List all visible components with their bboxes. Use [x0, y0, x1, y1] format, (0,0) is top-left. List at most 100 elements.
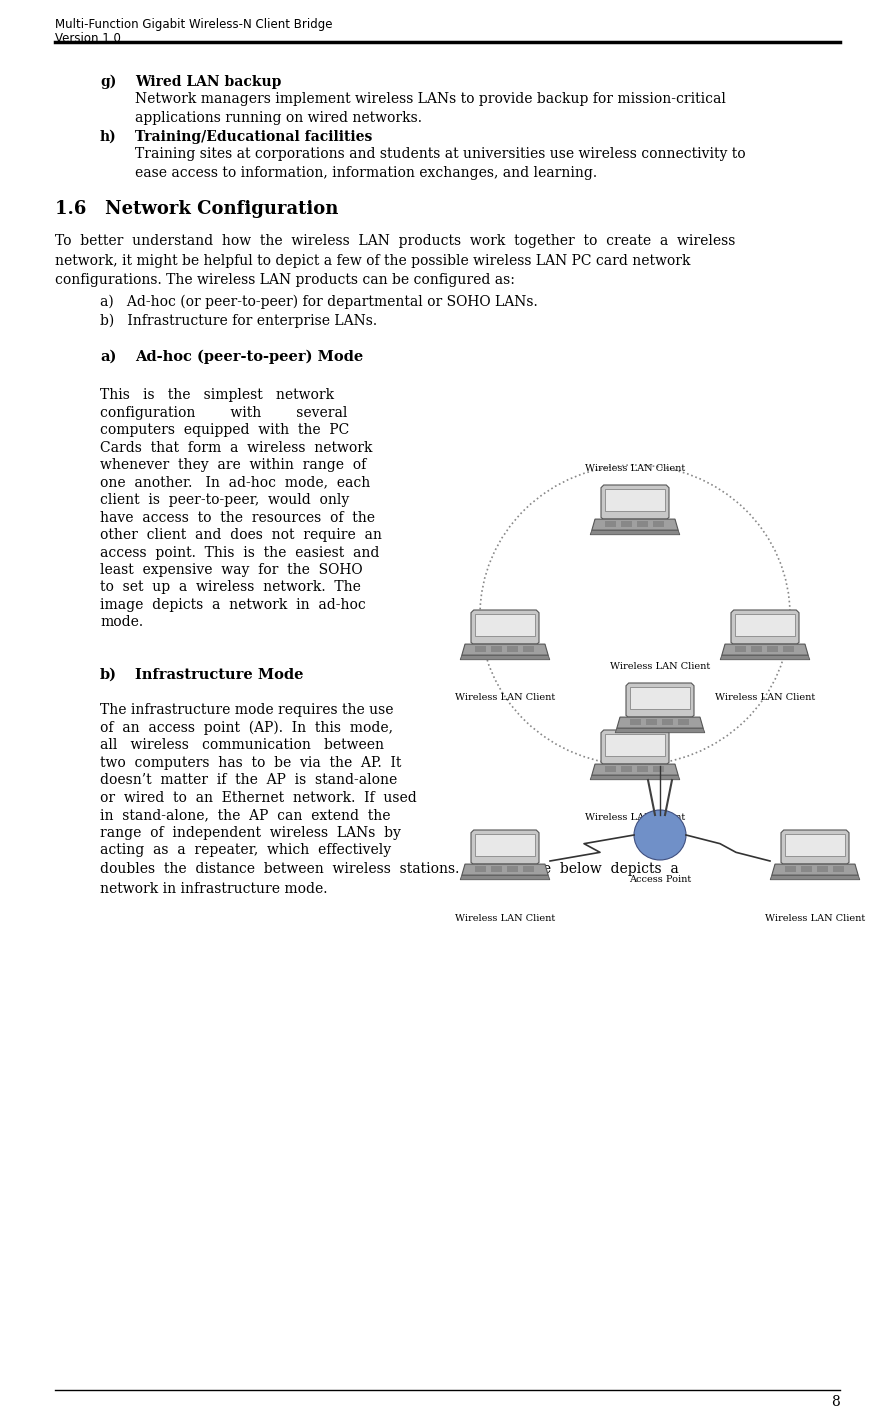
Bar: [818, 867, 828, 872]
Text: two  computers  has  to  be  via  the  AP.  It: two computers has to be via the AP. It: [100, 756, 401, 770]
Polygon shape: [462, 645, 549, 655]
Polygon shape: [605, 490, 665, 511]
Text: b): b): [100, 667, 117, 682]
Polygon shape: [475, 615, 534, 636]
Text: Wireless LAN Client: Wireless LAN Client: [609, 662, 710, 672]
Polygon shape: [630, 687, 690, 709]
Text: Wireless LAN Client: Wireless LAN Client: [585, 813, 685, 822]
Text: in  stand-alone,  the  AP  can  extend  the: in stand-alone, the AP can extend the: [100, 808, 391, 822]
Text: all   wireless   communication   between: all wireless communication between: [100, 739, 384, 751]
Bar: [475, 867, 486, 872]
Text: Ad-hoc (peer-to-peer) Mode: Ad-hoc (peer-to-peer) Mode: [135, 350, 363, 364]
Text: or  wired  to  an  Ethernet  network.  If  used: or wired to an Ethernet network. If used: [100, 791, 417, 804]
Polygon shape: [605, 734, 665, 756]
Text: Access Point: Access Point: [629, 875, 691, 884]
Text: Multi-Function Gigabit Wireless-N Client Bridge: Multi-Function Gigabit Wireless-N Client…: [55, 18, 333, 31]
Polygon shape: [721, 655, 810, 660]
Text: Training/Educational facilities: Training/Educational facilities: [135, 129, 372, 144]
Polygon shape: [471, 610, 539, 645]
Text: The infrastructure mode requires the use: The infrastructure mode requires the use: [100, 703, 393, 717]
Text: To  better  understand  how  the  wireless  LAN  products  work  together  to  c: To better understand how the wireless LA…: [55, 233, 736, 287]
Text: a): a): [100, 350, 116, 364]
Polygon shape: [460, 655, 549, 660]
Bar: [491, 867, 502, 872]
Bar: [507, 867, 518, 872]
Bar: [638, 521, 647, 527]
Polygon shape: [772, 864, 858, 875]
Text: Version 1.0: Version 1.0: [55, 31, 121, 46]
Text: mode.: mode.: [100, 616, 143, 629]
Polygon shape: [770, 875, 860, 879]
Bar: [736, 646, 746, 652]
Polygon shape: [475, 834, 534, 855]
Text: Cards  that  form  a  wireless  network: Cards that form a wireless network: [100, 441, 372, 454]
Bar: [507, 646, 518, 652]
Polygon shape: [617, 717, 703, 729]
Text: acting  as  a  repeater,  which  effectively: acting as a repeater, which effectively: [100, 842, 391, 857]
Text: a)   Ad-hoc (or peer-to-peer) for departmental or SOHO LANs.: a) Ad-hoc (or peer-to-peer) for departme…: [100, 295, 538, 309]
Text: Network managers implement wireless LANs to provide backup for mission-critical
: Network managers implement wireless LANs…: [135, 92, 726, 125]
Bar: [622, 767, 632, 771]
Bar: [654, 521, 664, 527]
Text: to  set  up  a  wireless  network.  The: to set up a wireless network. The: [100, 581, 361, 595]
Bar: [475, 646, 486, 652]
Text: Infrastructure Mode: Infrastructure Mode: [135, 667, 303, 682]
Text: Wireless LAN Client: Wireless LAN Client: [455, 693, 555, 702]
Ellipse shape: [634, 810, 686, 859]
Bar: [605, 767, 616, 771]
Bar: [785, 867, 796, 872]
Text: whenever  they  are  within  range  of: whenever they are within range of: [100, 458, 366, 472]
Text: h): h): [100, 129, 116, 144]
Text: doesn’t  matter  if  the  AP  is  stand-alone: doesn’t matter if the AP is stand-alone: [100, 773, 397, 787]
Polygon shape: [601, 485, 669, 519]
Polygon shape: [721, 645, 808, 655]
Text: This   is   the   simplest   network: This is the simplest network: [100, 388, 334, 403]
Text: Wireless LAN Client: Wireless LAN Client: [585, 464, 685, 472]
Polygon shape: [471, 830, 539, 864]
Bar: [678, 720, 689, 724]
Bar: [662, 720, 673, 724]
Polygon shape: [626, 683, 694, 717]
Text: of  an  access  point  (AP).  In  this  mode,: of an access point (AP). In this mode,: [100, 720, 393, 734]
Polygon shape: [592, 764, 678, 776]
Polygon shape: [460, 875, 549, 879]
Bar: [622, 521, 632, 527]
Text: least  expensive  way  for  the  SOHO: least expensive way for the SOHO: [100, 564, 363, 576]
Text: 8: 8: [831, 1395, 840, 1409]
Polygon shape: [590, 776, 680, 780]
Polygon shape: [462, 864, 549, 875]
Bar: [523, 646, 534, 652]
Bar: [631, 720, 641, 724]
Bar: [751, 646, 762, 652]
Bar: [833, 867, 844, 872]
Text: configuration        with        several: configuration with several: [100, 406, 348, 420]
Bar: [647, 720, 657, 724]
Bar: [767, 646, 778, 652]
Text: range  of  independent  wireless  LANs  by: range of independent wireless LANs by: [100, 825, 401, 840]
Polygon shape: [590, 531, 680, 535]
Bar: [802, 867, 811, 872]
Bar: [523, 867, 534, 872]
Polygon shape: [592, 519, 678, 531]
Polygon shape: [785, 834, 845, 855]
Bar: [638, 767, 647, 771]
Polygon shape: [731, 610, 799, 645]
Text: Wireless LAN Client: Wireless LAN Client: [715, 693, 815, 702]
Polygon shape: [601, 730, 669, 764]
Text: client  is  peer-to-peer,  would  only: client is peer-to-peer, would only: [100, 492, 349, 507]
Polygon shape: [781, 830, 849, 864]
Text: have  access  to  the  resources  of  the: have access to the resources of the: [100, 511, 375, 525]
Text: Wireless LAN Client: Wireless LAN Client: [455, 914, 555, 924]
Text: access  point.  This  is  the  easiest  and: access point. This is the easiest and: [100, 545, 379, 559]
Text: Training sites at corporations and students at universities use wireless connect: Training sites at corporations and stude…: [135, 147, 745, 179]
Polygon shape: [735, 615, 795, 636]
Text: doubles  the  distance  between  wireless  stations.   The  image  below  depict: doubles the distance between wireless st…: [100, 862, 679, 896]
Text: one  another.   In  ad-hoc  mode,  each: one another. In ad-hoc mode, each: [100, 475, 370, 490]
Text: other  client  and  does  not  require  an: other client and does not require an: [100, 528, 382, 542]
Bar: [605, 521, 616, 527]
Bar: [654, 767, 664, 771]
Bar: [491, 646, 502, 652]
Text: b)   Infrastructure for enterprise LANs.: b) Infrastructure for enterprise LANs.: [100, 314, 377, 329]
Text: g): g): [100, 75, 116, 90]
Text: image  depicts  a  network  in  ad-hoc: image depicts a network in ad-hoc: [100, 598, 366, 612]
